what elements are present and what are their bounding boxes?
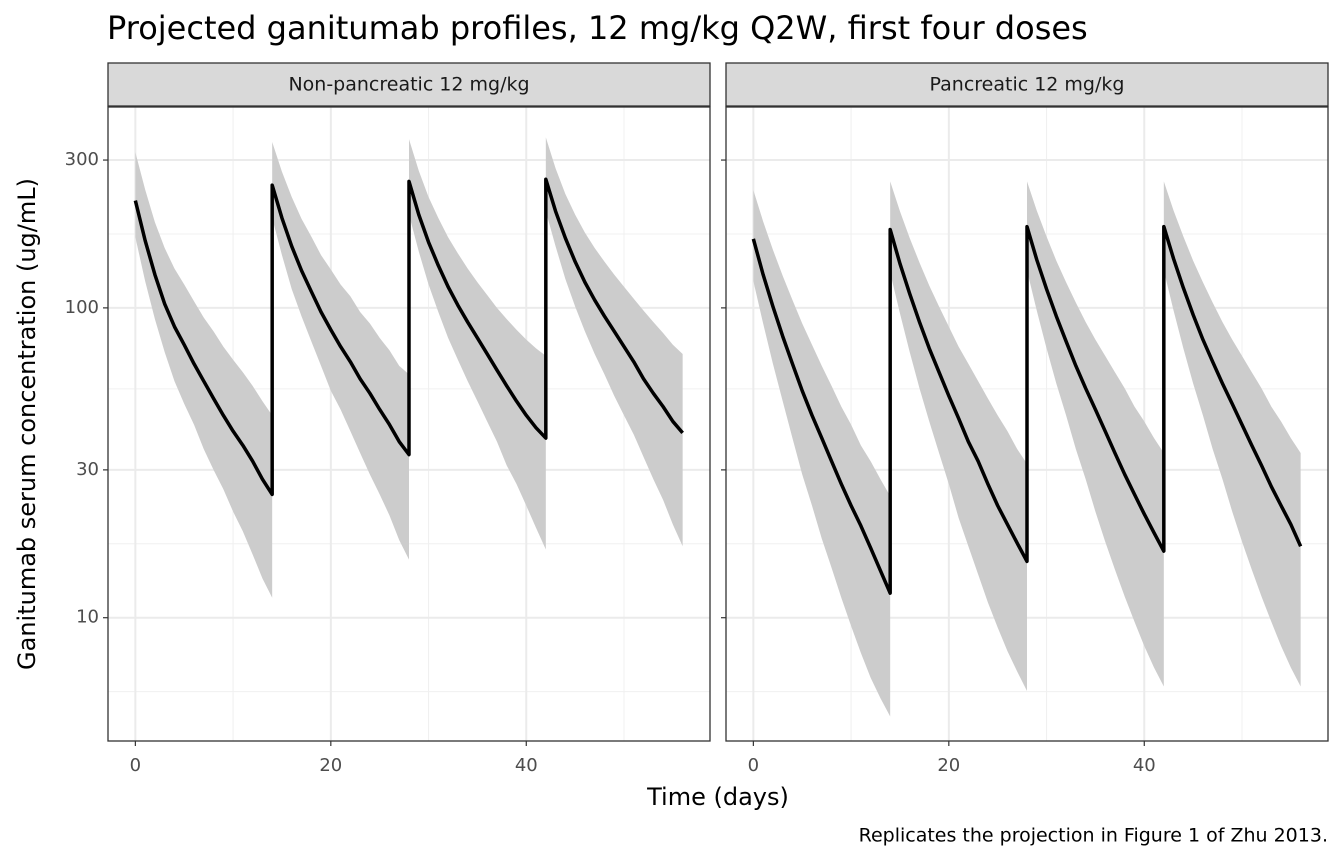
x-tick-label: 40	[515, 755, 538, 776]
panel-border	[725, 106, 1329, 742]
y-tick-label: 100	[65, 297, 99, 318]
y-tick-label: 30	[76, 459, 99, 480]
x-axis-title: Time (days)	[646, 783, 789, 811]
strip-label: Pancreatic 12 mg/kg	[930, 74, 1125, 96]
y-tick-label: 300	[65, 149, 99, 170]
x-tick-label: 0	[130, 755, 141, 776]
y-tick-label: 10	[76, 607, 99, 628]
x-tick-label: 20	[937, 755, 960, 776]
strip	[107, 62, 711, 107]
x-tick-label: 20	[319, 755, 342, 776]
caption: Replicates the projection in Figure 1 of…	[859, 825, 1328, 847]
line	[133, 177, 684, 497]
strip-label: Non-pancreatic 12 mg/kg	[288, 74, 529, 96]
x-tick-label: 40	[1133, 755, 1156, 776]
line	[751, 224, 1303, 595]
panel-border	[107, 106, 711, 742]
strip	[725, 62, 1329, 107]
y-axis-title: Ganitumab serum concentration (ug/mL)	[13, 178, 41, 670]
x-tick-label: 0	[748, 755, 759, 776]
chart-title: Projected ganitumab profiles, 12 mg/kg Q…	[107, 9, 1088, 47]
